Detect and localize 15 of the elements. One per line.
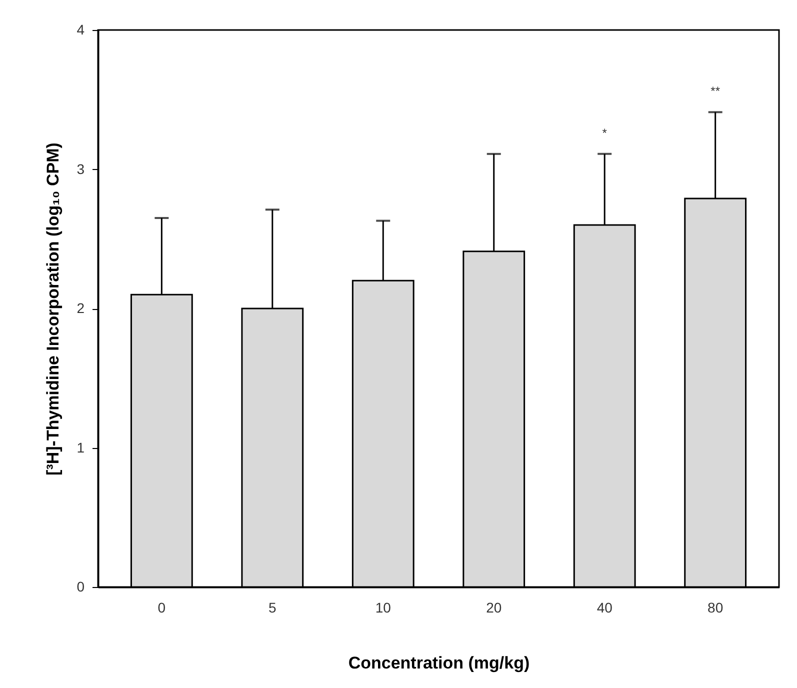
x-tick-label: 10 [375, 600, 392, 616]
y-tick-label: 4 [76, 22, 85, 38]
x-tick-label: 80 [708, 600, 724, 616]
y-tick-label: 0 [76, 578, 85, 594]
y-axis-title: [³H]-Thymidine Incorporation (log₁₀ CPM) [44, 142, 63, 476]
x-tick-label: 5 [268, 600, 277, 616]
y-tick-label: 1 [76, 439, 85, 456]
x-tick-label: 20 [486, 600, 502, 616]
annotation: ** [710, 84, 720, 98]
x-tick-label: 0 [158, 600, 166, 616]
x-axis-title: Concentration (mg/kg) [348, 654, 530, 672]
x-tick-label: 40 [596, 600, 613, 616]
y-tick-label: 3 [76, 160, 85, 177]
y-tick-label: 2 [76, 300, 85, 316]
annotation: * [602, 126, 608, 140]
